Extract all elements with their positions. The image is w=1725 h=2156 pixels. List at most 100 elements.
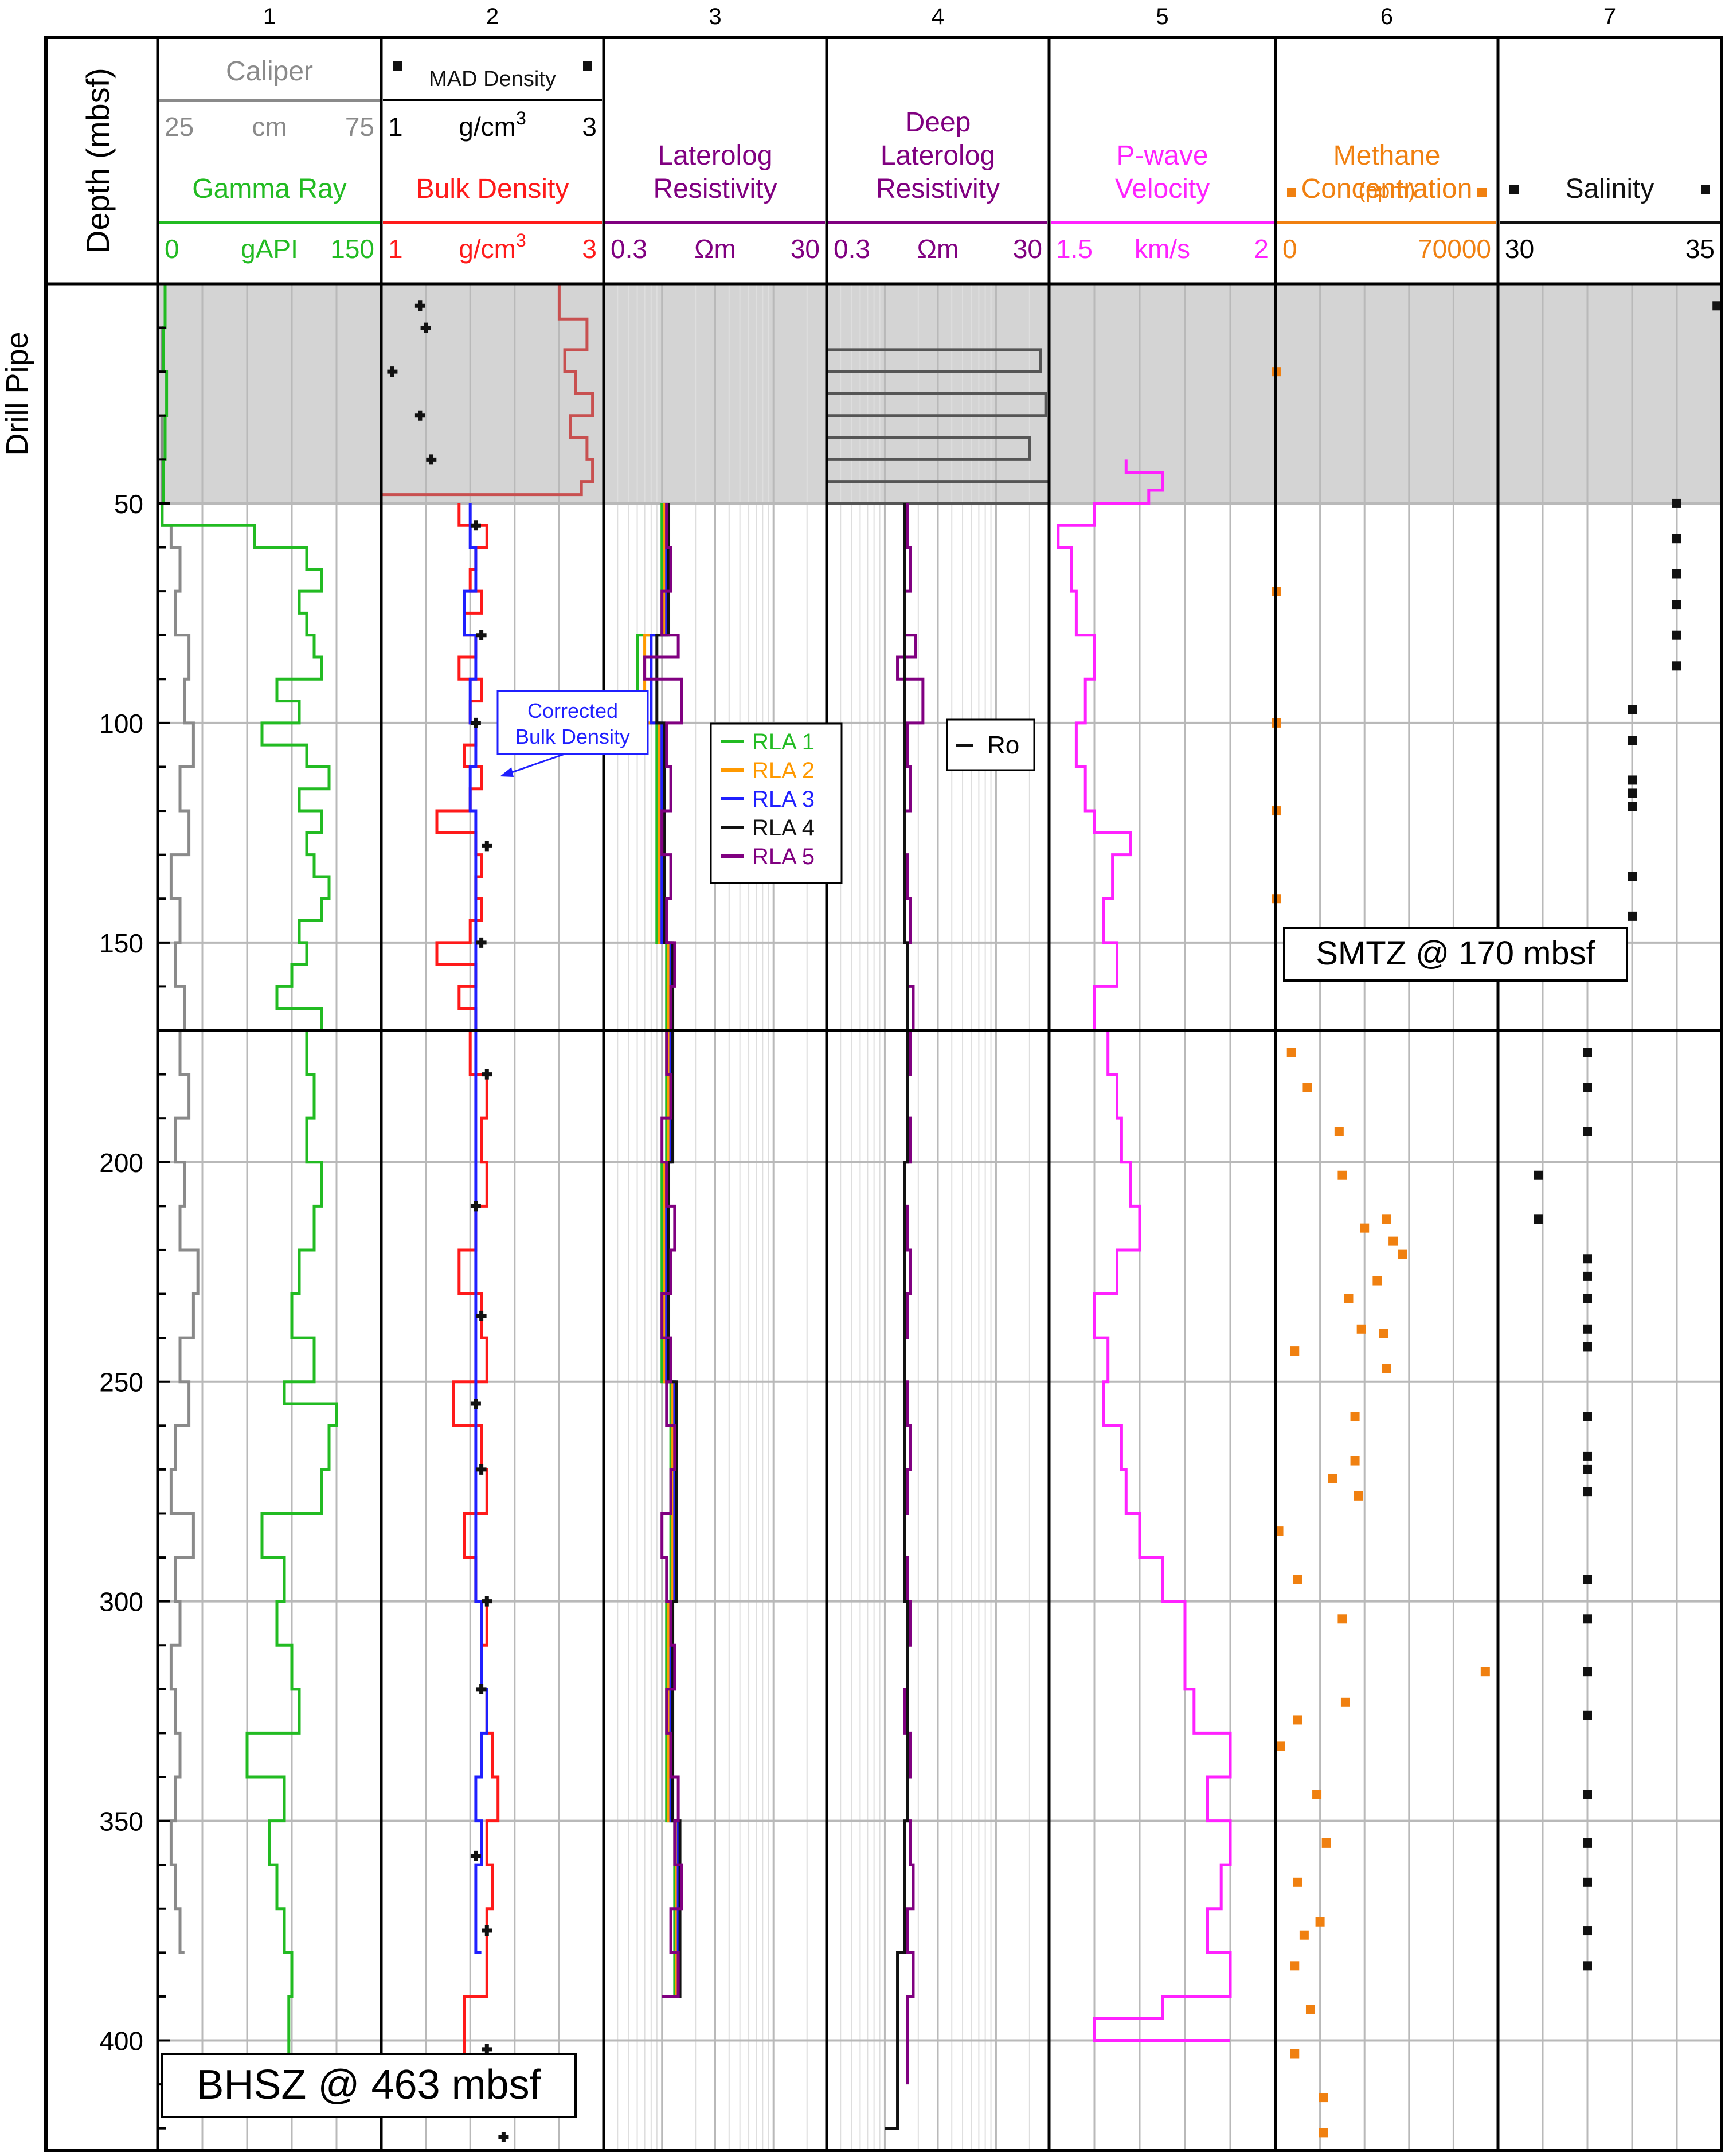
corrected-density-label: Corrected: [527, 699, 618, 722]
methane-concentration-point: [1350, 1412, 1360, 1421]
unit-superscript: 3: [516, 108, 526, 128]
salinity-point: [1628, 911, 1637, 921]
y-axis-label: Depth (mbsf): [80, 68, 116, 253]
header-marker: [1287, 188, 1296, 197]
mad-density-point: [482, 2044, 492, 2055]
track-number: 2: [486, 4, 499, 29]
curve-unit: gAPI: [241, 234, 298, 264]
mad-density-point: [470, 1201, 481, 1212]
smtz-box: [1283, 927, 1628, 982]
methane-concentration-point: [1480, 1667, 1490, 1677]
mad-density-point: [476, 1684, 487, 1694]
methane-concentration-point: [1337, 1614, 1347, 1624]
salinity-point: [1672, 569, 1681, 579]
series: [156, 284, 1722, 2143]
legend-label: RLA 5: [752, 844, 815, 869]
scale-max: 2: [1254, 234, 1269, 264]
caliper-line: [156, 284, 200, 1954]
curve-name: Bulk Density: [416, 174, 569, 204]
bhsz-box: [161, 2053, 577, 2118]
deep-laterolog-drill-pipe-line: [825, 284, 1051, 505]
depth-axis: Depth (mbsf) Drill Pipe 50 100 150 200 250 300 3…: [0, 68, 170, 2130]
y-tick-label: 200: [99, 1148, 143, 1178]
scale-max: 150: [330, 234, 374, 264]
scale-min: 0.3: [834, 234, 870, 264]
salinity-point: [1583, 1048, 1592, 1057]
rla-5-line: [643, 503, 683, 1998]
smtz-label: SMTZ @ 170 mbsf: [1316, 935, 1595, 972]
salinity-point: [1583, 1710, 1592, 1720]
legend-label: Ro: [987, 731, 1019, 759]
ro-line: [885, 503, 909, 2130]
scale-min: 1.5: [1056, 234, 1093, 264]
mad-density-point: [414, 300, 425, 311]
gamma-ray-line: [161, 284, 338, 2085]
curve-name: MAD Density: [429, 67, 556, 91]
corrected-density-arrow: [503, 753, 565, 776]
salinity-point: [1712, 301, 1722, 311]
scale-max: 70000: [1418, 234, 1491, 264]
salinity-point: [1628, 736, 1637, 745]
curve-name: Concentration: [1301, 174, 1473, 204]
salinity-point: [1672, 498, 1681, 508]
corrected-density-arrowhead: [500, 767, 514, 777]
methane-concentration-point: [1315, 1917, 1325, 1927]
salinity-point: [1583, 1342, 1592, 1352]
curve-name: P-wave: [1116, 140, 1208, 171]
scale-min: 1: [388, 112, 403, 142]
salinity-point: [1583, 1487, 1592, 1497]
mad-density-point: [470, 520, 481, 531]
scale-min: 0: [1282, 234, 1297, 264]
curve-unit: g/cm3: [459, 230, 526, 264]
mad-density-point: [482, 1925, 492, 1936]
curve-name: Gamma Ray: [192, 174, 346, 204]
mad-density-point: [470, 1399, 481, 1409]
scale-min: 0: [165, 234, 179, 264]
salinity-point: [1628, 802, 1637, 811]
methane-concentration-point: [1337, 1170, 1347, 1180]
scale-max: 30: [791, 234, 820, 264]
mad-density-point: [498, 2132, 509, 2143]
mad-density-point: [387, 366, 398, 377]
methane-concentration-point: [1350, 1456, 1360, 1466]
salinity-point: [1583, 1464, 1592, 1474]
salinity-point: [1628, 775, 1637, 785]
methane-concentration-point: [1354, 1491, 1363, 1501]
scale-min: 0.3: [611, 234, 647, 264]
y-tick-label: 250: [99, 1368, 143, 1397]
mad-density-point: [476, 937, 487, 948]
header-marker: [1701, 185, 1710, 194]
salinity-point: [1534, 1170, 1543, 1180]
curve-name: Salinity: [1566, 174, 1654, 204]
salinity-point: [1672, 661, 1681, 671]
mad-density-point: [476, 1464, 487, 1475]
mad-density-point: [470, 1850, 481, 1861]
unit-superscript: 3: [516, 230, 526, 251]
curve-unit: Ωm: [917, 234, 959, 264]
annotations: SMTZ @ 170 mbsf BHSZ @ 463 mbsf Corrected B…: [161, 690, 1628, 2118]
legend-label: RLA 2: [752, 758, 815, 783]
curve-name: Laterolog: [881, 140, 995, 171]
methane-concentration-point: [1276, 1741, 1285, 1751]
track-number: 4: [932, 4, 944, 29]
salinity-point: [1583, 1412, 1592, 1421]
track-number: 7: [1603, 4, 1616, 29]
scale-min: 30: [1505, 234, 1534, 264]
salinity-point: [1583, 1790, 1592, 1799]
curve-name: Resistivity: [876, 174, 1000, 204]
legend-label: RLA 4: [752, 815, 815, 841]
corrected-density-box: [496, 690, 649, 755]
salinity-point: [1672, 600, 1681, 610]
salinity-point: [1628, 872, 1637, 881]
methane-concentration-point: [1340, 1697, 1350, 1707]
methane-concentration-point: [1379, 1329, 1388, 1338]
curve-name: Resistivity: [653, 174, 777, 204]
y-tick-label: 400: [99, 2026, 143, 2056]
bulk-density-drill-pipe-line: [381, 284, 594, 497]
salinity-point: [1583, 1127, 1592, 1136]
scale-max: 3: [582, 112, 597, 142]
salinity-point: [1583, 1838, 1592, 1848]
curve-unit: Ωm: [694, 234, 736, 264]
mad-density-point: [476, 1310, 487, 1321]
methane-concentration-point: [1312, 1790, 1322, 1799]
